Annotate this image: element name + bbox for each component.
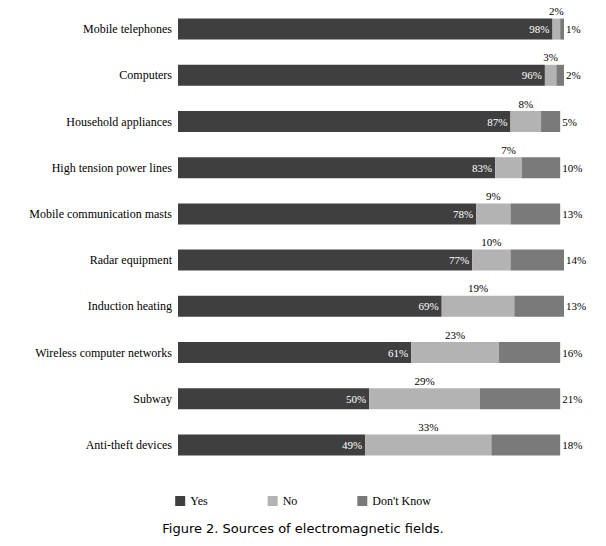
svg-text:10%: 10% bbox=[481, 236, 501, 248]
svg-text:13%: 13% bbox=[562, 208, 582, 220]
svg-text:High tension power lines: High tension power lines bbox=[52, 161, 173, 175]
svg-text:Household appliances: Household appliances bbox=[66, 115, 172, 129]
svg-text:Anti-theft devices: Anti-theft devices bbox=[86, 438, 173, 452]
svg-text:10%: 10% bbox=[562, 162, 582, 174]
svg-text:8%: 8% bbox=[518, 98, 533, 110]
svg-text:49%: 49% bbox=[342, 439, 362, 451]
svg-text:5%: 5% bbox=[562, 116, 577, 128]
svg-text:Don't Know: Don't Know bbox=[372, 494, 431, 508]
svg-text:78%: 78% bbox=[453, 208, 473, 220]
svg-text:69%: 69% bbox=[419, 300, 439, 312]
svg-text:Mobile telephones: Mobile telephones bbox=[83, 22, 172, 36]
svg-text:50%: 50% bbox=[346, 393, 366, 405]
svg-text:No: No bbox=[283, 494, 298, 508]
svg-text:29%: 29% bbox=[414, 375, 434, 387]
svg-text:3%: 3% bbox=[543, 51, 558, 63]
svg-text:87%: 87% bbox=[487, 116, 507, 128]
svg-text:21%: 21% bbox=[562, 393, 582, 405]
svg-text:1%: 1% bbox=[566, 23, 581, 35]
svg-text:Subway: Subway bbox=[133, 392, 172, 406]
svg-text:Yes: Yes bbox=[190, 494, 208, 508]
svg-text:33%: 33% bbox=[418, 421, 438, 433]
svg-text:Wireless computer networks: Wireless computer networks bbox=[35, 346, 172, 360]
svg-text:16%: 16% bbox=[562, 347, 582, 359]
svg-text:14%: 14% bbox=[566, 254, 586, 266]
svg-text:96%: 96% bbox=[522, 69, 542, 81]
svg-text:61%: 61% bbox=[388, 347, 408, 359]
svg-text:2%: 2% bbox=[549, 5, 564, 17]
svg-text:Mobile communication masts: Mobile communication masts bbox=[29, 207, 172, 221]
svg-text:Radar equipment: Radar equipment bbox=[90, 253, 173, 267]
svg-text:23%: 23% bbox=[445, 329, 465, 341]
svg-text:19%: 19% bbox=[468, 282, 488, 294]
svg-text:83%: 83% bbox=[472, 162, 492, 174]
svg-text:98%: 98% bbox=[529, 23, 549, 35]
svg-text:Computers: Computers bbox=[119, 68, 172, 82]
svg-text:Figure 2. Sources of electroma: Figure 2. Sources of electromagnetic fie… bbox=[162, 521, 444, 536]
svg-text:7%: 7% bbox=[501, 144, 516, 156]
svg-text:Induction heating: Induction heating bbox=[88, 299, 172, 313]
svg-text:13%: 13% bbox=[566, 300, 586, 312]
svg-text:9%: 9% bbox=[486, 190, 501, 202]
svg-text:18%: 18% bbox=[562, 439, 582, 451]
svg-text:2%: 2% bbox=[566, 69, 581, 81]
svg-text:77%: 77% bbox=[449, 254, 469, 266]
